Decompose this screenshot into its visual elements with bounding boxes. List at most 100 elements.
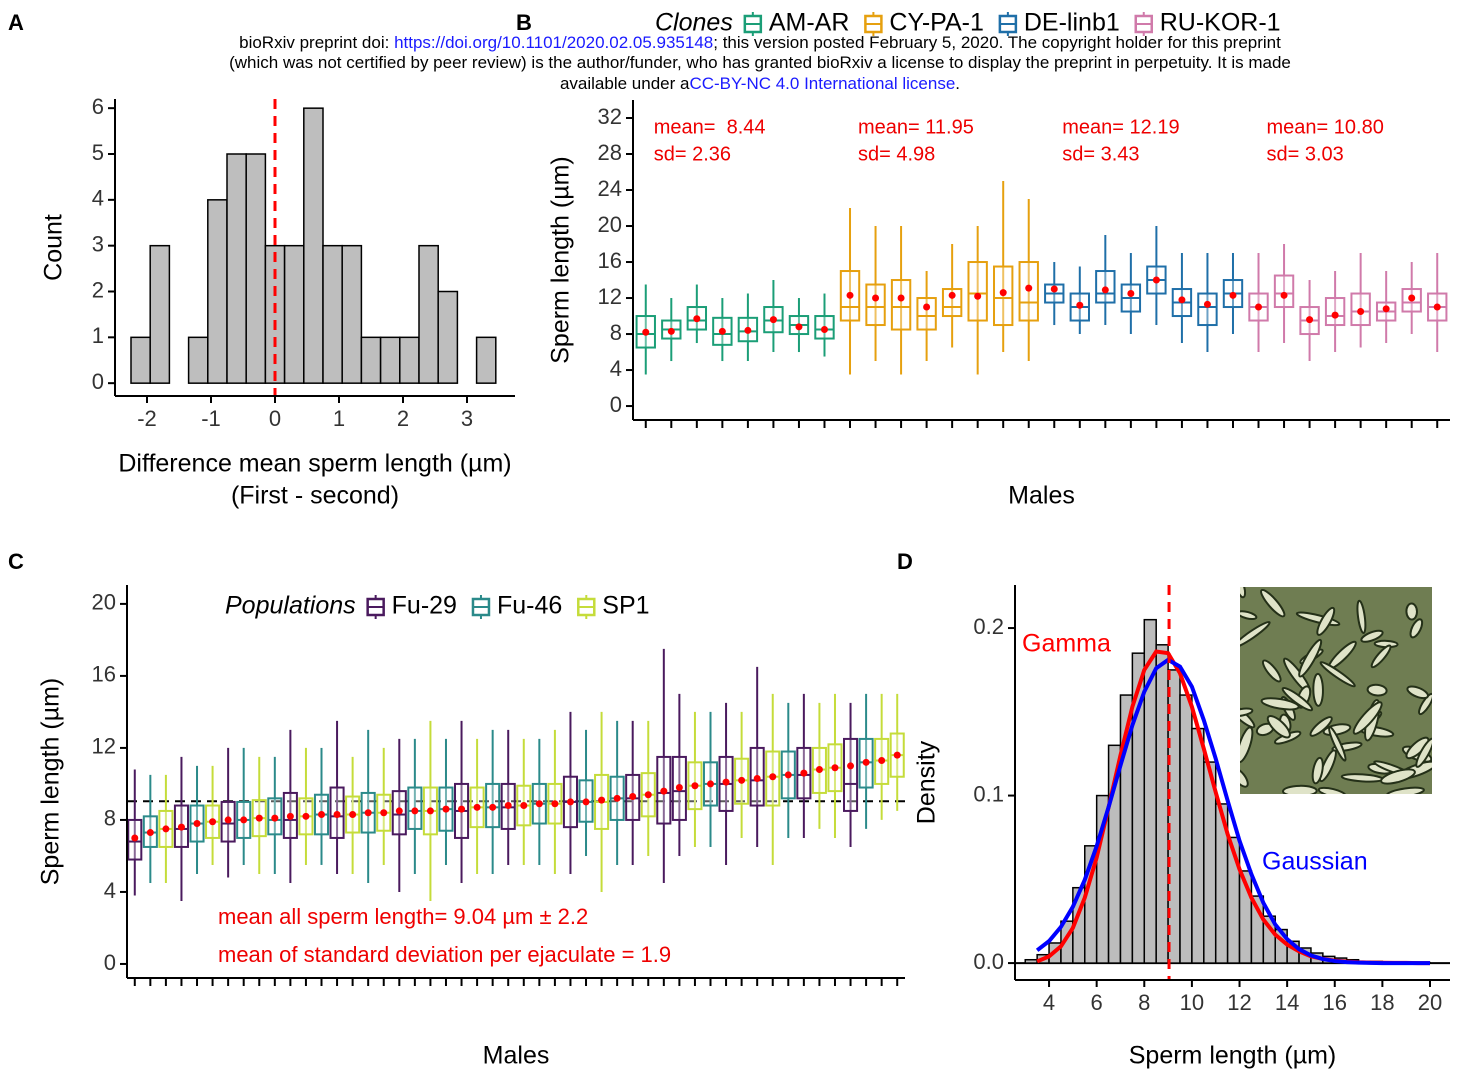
bar bbox=[187, 336, 209, 384]
cell bbox=[1380, 768, 1416, 785]
doi-link[interactable]: https://doi.org/10.1101/2020.02.05.93514… bbox=[394, 33, 713, 52]
x-tick-label: -2 bbox=[137, 406, 157, 431]
cell bbox=[1266, 714, 1291, 739]
x-tick-label: 16 bbox=[1323, 990, 1347, 1015]
curve-label: Gaussian bbox=[1262, 848, 1368, 876]
cell bbox=[1317, 786, 1347, 794]
legend-label: Fu-46 bbox=[497, 592, 562, 620]
box bbox=[890, 279, 912, 331]
y-tick-label: 4 bbox=[104, 878, 116, 903]
bar bbox=[360, 336, 382, 384]
mean-dot bbox=[897, 294, 905, 302]
mean-dot bbox=[520, 802, 528, 810]
mean-dot bbox=[566, 798, 574, 806]
mean-dot bbox=[753, 775, 761, 783]
y-tick-label: 20 bbox=[598, 212, 622, 237]
mean-dot bbox=[271, 814, 279, 822]
y-tick-label: 5 bbox=[92, 140, 104, 165]
bar bbox=[1179, 694, 1193, 964]
mean-dot bbox=[769, 773, 777, 781]
mean-dot bbox=[1050, 285, 1058, 293]
mean-dot bbox=[744, 326, 752, 334]
y-tick-label: 4 bbox=[92, 186, 104, 211]
box bbox=[941, 288, 963, 318]
cell bbox=[1418, 692, 1432, 716]
header-line: available under aCC-BY-NC 4.0 Internatio… bbox=[560, 74, 960, 93]
legend-label: CY-PA-1 bbox=[889, 9, 983, 37]
cell bbox=[1260, 697, 1300, 711]
y-tick-label: 0 bbox=[104, 950, 116, 975]
y-tick-label: 8 bbox=[610, 320, 622, 345]
mean-dot bbox=[1382, 305, 1390, 313]
bar bbox=[1024, 958, 1038, 964]
legend-label: SP1 bbox=[602, 592, 649, 620]
header-text: ; this version posted February 5, 2020. … bbox=[713, 33, 1281, 52]
bar bbox=[226, 153, 247, 384]
bar bbox=[437, 290, 459, 384]
cell bbox=[1298, 638, 1323, 678]
mean-dot bbox=[974, 292, 982, 300]
x-tick-label: 3 bbox=[461, 406, 473, 431]
mean-dot bbox=[582, 798, 590, 806]
x-tick-label: -1 bbox=[201, 406, 221, 431]
panel-label: C bbox=[8, 549, 24, 574]
box bbox=[967, 261, 988, 322]
clone-stat: mean= 8.44 bbox=[654, 116, 766, 138]
y-tick-label: 2 bbox=[92, 277, 104, 302]
mean-dot bbox=[240, 816, 248, 824]
mean-dot bbox=[642, 328, 650, 336]
cell bbox=[1240, 621, 1271, 649]
bar bbox=[322, 244, 343, 384]
x-axis-title: Males bbox=[1008, 482, 1075, 510]
x-axis-title: Males bbox=[483, 1042, 550, 1070]
y-tick-label: 8 bbox=[104, 806, 116, 831]
panel-label: D bbox=[897, 549, 913, 574]
mean-dot bbox=[551, 800, 559, 808]
mean-dot bbox=[504, 802, 512, 810]
cell bbox=[1281, 686, 1314, 712]
mean-dot bbox=[177, 823, 185, 831]
bar bbox=[1191, 727, 1205, 964]
box bbox=[843, 737, 859, 812]
header-line: bioRxiv preprint doi: https://doi.org/10… bbox=[239, 33, 1281, 52]
cell bbox=[1409, 618, 1424, 639]
mean-dot bbox=[224, 816, 232, 824]
cell bbox=[1260, 588, 1286, 618]
legend-title: Populations bbox=[225, 592, 356, 620]
y-tick-label: 28 bbox=[598, 140, 622, 165]
x-tick-label: 1 bbox=[333, 406, 345, 431]
legend-label: AM-AR bbox=[769, 9, 850, 37]
cell bbox=[1360, 629, 1384, 643]
mean-dot bbox=[302, 812, 310, 820]
bar bbox=[283, 244, 305, 384]
mean-dot bbox=[1101, 286, 1109, 294]
panel-label: B bbox=[516, 10, 532, 35]
mean-dot bbox=[598, 796, 606, 804]
mean-dot bbox=[722, 778, 730, 786]
cell bbox=[1316, 606, 1336, 636]
clone-stat: sd= 3.43 bbox=[1062, 143, 1139, 165]
header-text: bioRxiv preprint doi: bbox=[239, 33, 394, 52]
mean-dot bbox=[380, 809, 388, 817]
x-tick-label: 0 bbox=[269, 406, 281, 431]
mean-dot bbox=[999, 289, 1007, 297]
mean-dot bbox=[1025, 284, 1033, 292]
mean-dot bbox=[707, 780, 714, 788]
mean-dot bbox=[878, 757, 886, 765]
mean-dot bbox=[948, 291, 956, 299]
mean-dot bbox=[1357, 308, 1365, 316]
mean-dot bbox=[1076, 301, 1084, 309]
y-tick-label: 0.0 bbox=[973, 949, 1004, 974]
mean-dot bbox=[923, 303, 931, 311]
cell bbox=[1240, 587, 1247, 599]
mean-dot bbox=[146, 829, 154, 837]
mean-dot bbox=[667, 327, 675, 335]
y-tick-label: 12 bbox=[598, 284, 622, 309]
bar bbox=[130, 336, 151, 384]
mean-dot bbox=[535, 800, 543, 808]
license-link[interactable]: CC-BY-NC 4.0 International license bbox=[689, 74, 955, 93]
mean-dot bbox=[255, 814, 263, 822]
bar bbox=[245, 153, 267, 384]
mean-dot bbox=[795, 323, 803, 331]
x-axis-title: Difference mean sperm length (µm) bbox=[118, 450, 511, 478]
